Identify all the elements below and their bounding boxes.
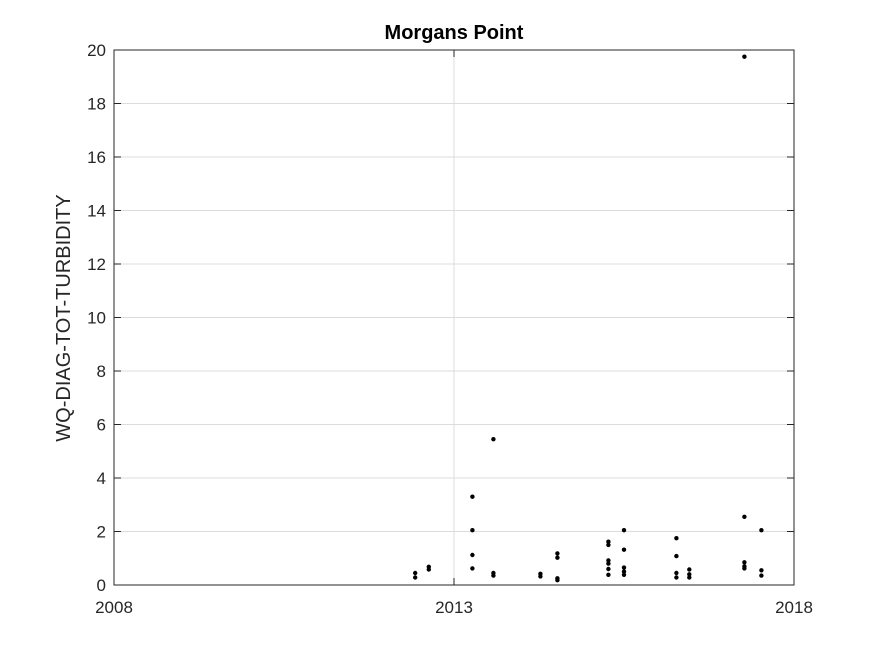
y-axis: 0 2 4 6 8 10 12 14 16 18 20 xyxy=(87,41,794,595)
data-point xyxy=(426,567,431,572)
data-point xyxy=(606,539,611,544)
chart-title: Morgans Point xyxy=(385,22,524,44)
y-tick-label: 12 xyxy=(87,255,106,274)
data-point xyxy=(674,575,679,580)
y-tick-label: 6 xyxy=(97,416,106,435)
data-point xyxy=(491,573,496,578)
data-point xyxy=(606,558,611,563)
data-point xyxy=(687,575,692,580)
data-point xyxy=(413,570,418,576)
data-point xyxy=(470,528,475,533)
data-point xyxy=(759,573,764,578)
data-point xyxy=(621,528,627,533)
data-point xyxy=(759,528,764,533)
data-point xyxy=(687,567,692,572)
data-point xyxy=(555,578,560,583)
data-point xyxy=(491,437,496,442)
data-point xyxy=(538,574,543,579)
data-point xyxy=(759,568,764,573)
y-tick-label: 20 xyxy=(87,41,106,60)
data-point xyxy=(606,572,611,577)
data-point xyxy=(555,555,560,560)
data-point xyxy=(606,561,611,566)
data-point xyxy=(742,560,747,565)
x-tick-label: 2008 xyxy=(95,598,133,617)
data-point xyxy=(742,54,747,59)
y-tick-label: 18 xyxy=(87,95,106,114)
data-point xyxy=(621,547,627,552)
x-tick-label: 2013 xyxy=(435,598,473,617)
y-tick-label: 4 xyxy=(97,469,106,488)
data-point xyxy=(687,572,692,577)
data-point xyxy=(621,565,627,570)
data-point xyxy=(555,551,560,556)
data-points xyxy=(413,54,764,583)
y-tick-label: 8 xyxy=(97,362,106,381)
y-tick-label: 14 xyxy=(87,202,106,221)
y-tick-label: 0 xyxy=(97,576,106,595)
y-tick-label: 2 xyxy=(97,523,106,542)
data-point xyxy=(606,566,611,572)
data-point xyxy=(621,572,627,577)
data-point xyxy=(674,536,679,541)
y-tick-label: 16 xyxy=(87,148,106,167)
y-axis-title: WQ-DIAG-TOT-TURBIDITY xyxy=(53,194,75,441)
x-tick-label: 2018 xyxy=(775,598,813,617)
data-point xyxy=(470,552,475,558)
data-point xyxy=(413,575,418,580)
data-point xyxy=(621,569,627,574)
data-point xyxy=(742,566,747,571)
data-point xyxy=(470,494,475,499)
data-point xyxy=(674,570,679,576)
data-point xyxy=(742,514,747,519)
data-point xyxy=(470,566,475,571)
data-point xyxy=(606,542,611,548)
x-axis: 2008 2013 2018 xyxy=(95,50,813,617)
y-tick-label: 10 xyxy=(87,309,106,328)
data-point xyxy=(674,553,679,559)
